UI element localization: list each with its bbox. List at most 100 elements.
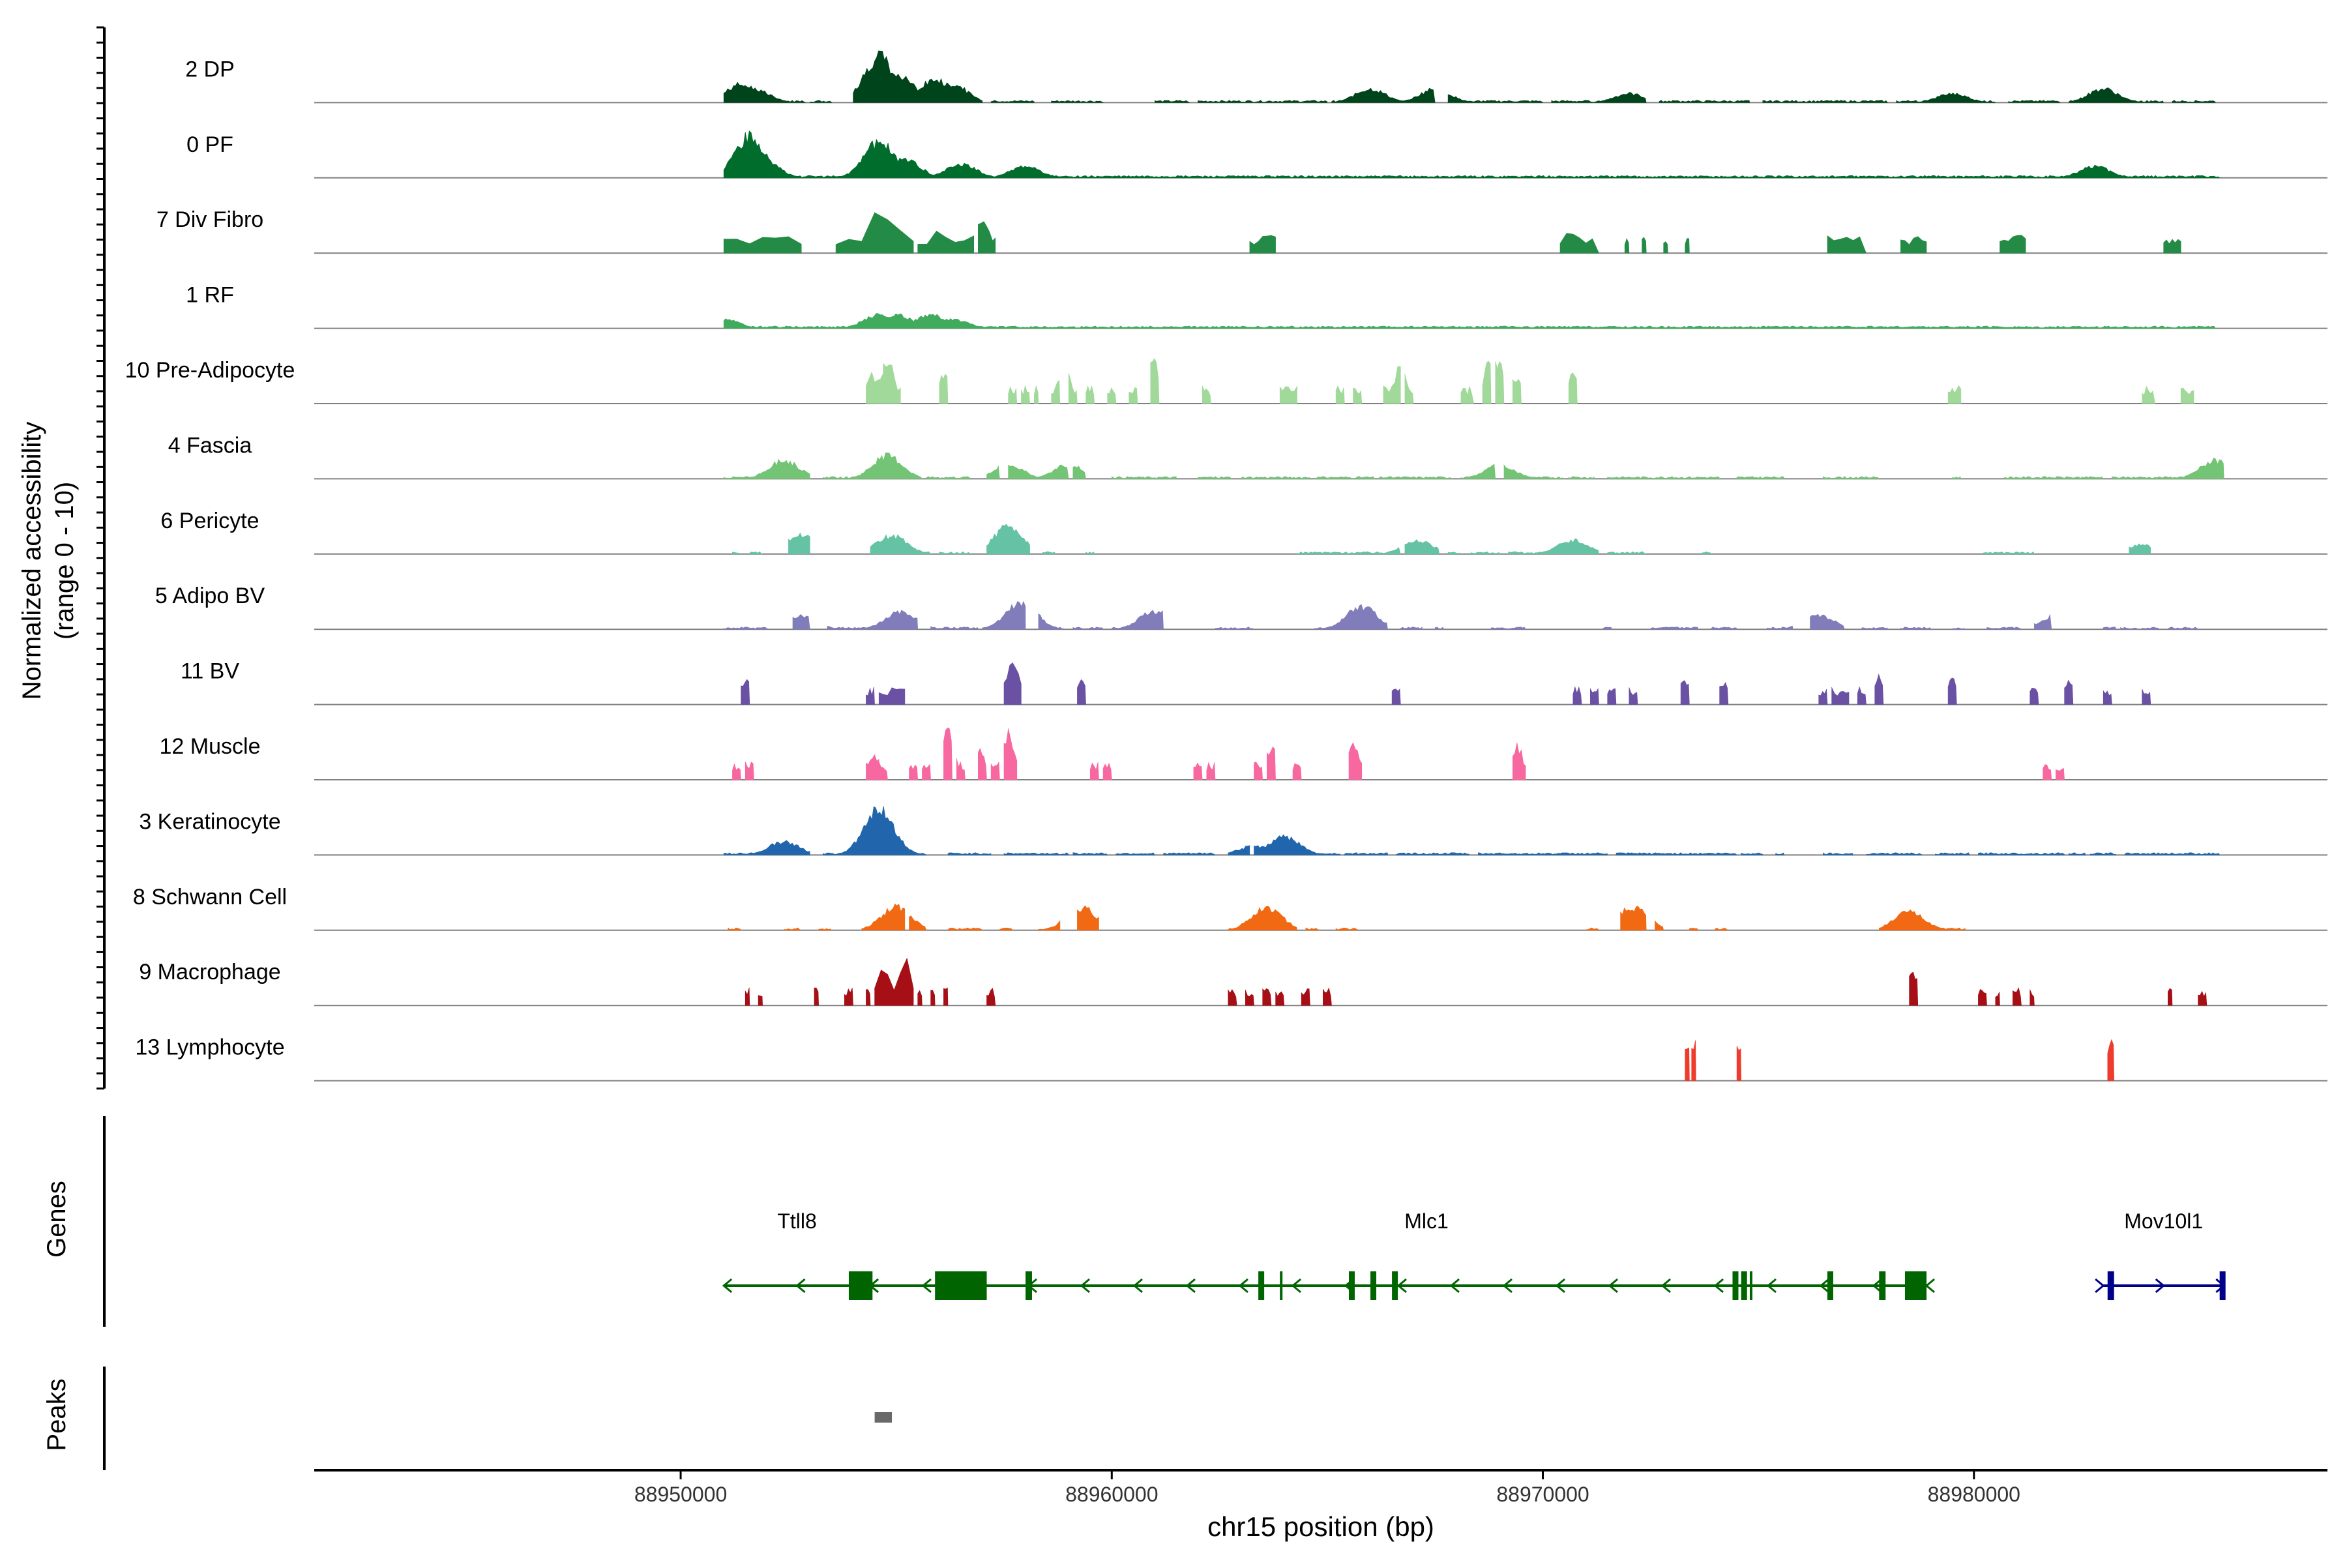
track-label: 6 Pericyte bbox=[160, 509, 259, 533]
track-9: 12 Muscle bbox=[160, 727, 2327, 780]
track-6: 6 Pericyte bbox=[160, 509, 2327, 555]
track-label: 8 Schwann Cell bbox=[133, 885, 287, 910]
peaks-axis-label: Peaks bbox=[42, 1378, 71, 1451]
strand-arrow bbox=[2155, 1278, 2166, 1294]
track-8: 11 BV bbox=[181, 659, 2327, 705]
track-3: 1 RF bbox=[186, 283, 2327, 329]
genes-axis-label: Genes bbox=[42, 1181, 71, 1258]
track-label: 2 DP bbox=[185, 57, 235, 81]
track-5: 4 Fascia bbox=[168, 433, 2327, 480]
track-10: 3 Keratinocyte bbox=[139, 806, 2327, 856]
track-1: 0 PF bbox=[186, 130, 2327, 179]
strand-arrow bbox=[1925, 1278, 1936, 1294]
strand-arrow bbox=[1185, 1278, 1196, 1294]
x-tick-label: 88980000 bbox=[1928, 1483, 2020, 1506]
track-label: 13 Lymphocyte bbox=[135, 1035, 284, 1060]
track-4: 10 Pre-Adipocyte bbox=[125, 358, 2327, 404]
gene-exon bbox=[1732, 1271, 1739, 1300]
strand-arrow bbox=[1555, 1278, 1565, 1294]
gene-exon bbox=[1370, 1271, 1377, 1300]
coverage-area bbox=[866, 358, 2194, 404]
strand-arrow bbox=[1449, 1278, 1460, 1294]
gene-exon bbox=[1904, 1271, 1927, 1300]
strand-arrow bbox=[795, 1278, 806, 1294]
strand-arrow bbox=[722, 1278, 733, 1294]
strand-arrow bbox=[1238, 1278, 1248, 1294]
strand-arrow bbox=[1661, 1278, 1671, 1294]
peaks-layer bbox=[874, 1412, 893, 1423]
track-label: 3 Keratinocyte bbox=[139, 809, 280, 834]
track-label: 11 BV bbox=[181, 659, 239, 684]
track-label: 7 Div Fibro bbox=[156, 207, 263, 232]
track-0: 2 DP bbox=[185, 50, 2327, 104]
y-axis-label-range: (range 0 - 10) bbox=[50, 482, 79, 640]
coverage-area bbox=[745, 957, 2207, 1006]
coverage-area bbox=[741, 662, 2151, 705]
gene-label: Mov10l1 bbox=[2124, 1209, 2203, 1233]
track-label: 5 Adipo BV bbox=[155, 584, 265, 608]
track-2: 7 Div Fibro bbox=[156, 207, 2327, 254]
peak-region bbox=[874, 1412, 893, 1423]
gene-label: Ttll8 bbox=[777, 1209, 816, 1233]
track-label: 1 RF bbox=[186, 283, 234, 308]
genes-layer: Ttll8 Mlc1 Mov10l1 bbox=[722, 1209, 2226, 1300]
gene-exon-thin bbox=[1280, 1271, 1283, 1300]
coverage-area bbox=[723, 50, 2216, 103]
track-11: 8 Schwann Cell bbox=[133, 885, 2327, 931]
coverage-area bbox=[723, 130, 2221, 179]
gene-exon bbox=[1827, 1271, 1833, 1300]
x-tick-label: 88970000 bbox=[1496, 1483, 1589, 1506]
strand-arrow bbox=[1713, 1278, 1724, 1294]
strand-arrow bbox=[2095, 1278, 2105, 1294]
strand-arrow bbox=[1291, 1278, 1301, 1294]
track-7: 5 Adipo BV bbox=[155, 584, 2327, 630]
coverage-area bbox=[728, 904, 1966, 931]
coverage-area bbox=[723, 452, 2224, 479]
gene-exon bbox=[1348, 1271, 1355, 1300]
gene-exon bbox=[935, 1271, 987, 1300]
gene-exon bbox=[1026, 1271, 1032, 1300]
coverage-area bbox=[732, 727, 2065, 780]
gene-mlc1: Mlc1 bbox=[868, 1209, 1936, 1300]
strand-arrow bbox=[1502, 1278, 1513, 1294]
tracks-layer: 2 DP 0 PF 7 Div Fibro 1 RF 10 Pre-Adipocyte 4… bbox=[125, 50, 2327, 1082]
x-axis-label: chr15 position (bp) bbox=[1207, 1511, 1434, 1542]
strand-arrow bbox=[921, 1278, 932, 1294]
strand-arrow bbox=[1872, 1278, 1883, 1294]
gene-exon bbox=[848, 1271, 873, 1300]
gene-exon bbox=[2219, 1271, 2226, 1300]
y-axis-label: Normalized accessibility bbox=[18, 422, 46, 700]
track-label: 0 PF bbox=[186, 132, 233, 157]
x-tick-label: 88960000 bbox=[1065, 1483, 1158, 1506]
track-label: 4 Fascia bbox=[168, 433, 252, 458]
coverage-area bbox=[723, 313, 2216, 329]
axis-layer: 88950000 88960000 88970000 88980000 bbox=[96, 26, 2327, 1506]
strand-arrow bbox=[1608, 1278, 1618, 1294]
gene-exon bbox=[1392, 1271, 1398, 1300]
track-12: 9 Macrophage bbox=[139, 957, 2327, 1007]
coverage-area bbox=[723, 806, 2221, 855]
gene-exon bbox=[1741, 1271, 1747, 1300]
strand-arrow bbox=[868, 1278, 879, 1294]
track-13: 13 Lymphocyte bbox=[135, 1035, 2327, 1082]
x-tick-label: 88950000 bbox=[634, 1483, 727, 1506]
track-label: 12 Muscle bbox=[160, 734, 261, 759]
track-label: 9 Macrophage bbox=[139, 960, 280, 984]
strand-arrow bbox=[1080, 1278, 1090, 1294]
coverage-area bbox=[732, 524, 2151, 555]
gene-mov10l1: Mov10l1 bbox=[2095, 1209, 2226, 1300]
coverage-area bbox=[723, 212, 2181, 254]
strand-arrow bbox=[1132, 1278, 1143, 1294]
gene-ttll8: Ttll8 bbox=[722, 1209, 879, 1300]
gene-exon bbox=[1879, 1271, 1886, 1300]
coverage-area bbox=[723, 600, 2199, 630]
strand-arrow bbox=[1766, 1278, 1777, 1294]
coverage-area bbox=[1685, 1039, 2115, 1081]
gene-exon bbox=[2107, 1271, 2114, 1300]
gene-label: Mlc1 bbox=[1404, 1209, 1449, 1233]
track-label: 10 Pre-Adipocyte bbox=[125, 358, 295, 383]
strand-arrow bbox=[1819, 1278, 1830, 1294]
gene-exon bbox=[1258, 1271, 1265, 1300]
